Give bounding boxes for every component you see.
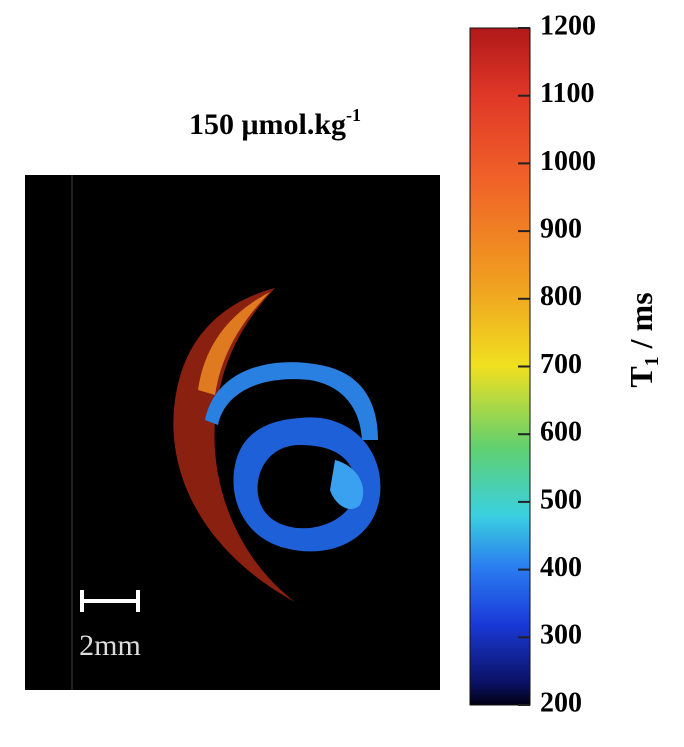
tick-label: 900: [540, 214, 582, 245]
scale-bar: [80, 590, 140, 612]
tissue-highlight: [198, 292, 270, 395]
tick-label: 600: [540, 417, 582, 448]
tissue-ventricle: [233, 417, 381, 552]
title: 150 μmol.kg-1: [189, 105, 361, 141]
tick-label: 1100: [540, 78, 594, 109]
label-suffix: / ms: [623, 292, 659, 356]
tick-label: 1200: [540, 10, 596, 41]
tick-label: 300: [540, 620, 582, 651]
tick-label: 500: [540, 484, 582, 515]
tick-label: 200: [540, 687, 582, 718]
label-subscript: 1: [641, 356, 663, 366]
tick-label: 800: [540, 281, 582, 312]
title-superscript: -1: [346, 105, 361, 125]
tick-label: 700: [540, 349, 582, 380]
colorbar-label: T1 / ms: [623, 292, 662, 387]
tissue-ring: [205, 362, 378, 440]
label-text: T: [623, 366, 659, 387]
tissue-detail: [330, 460, 364, 510]
title-text: 150 μmol.kg: [189, 108, 346, 141]
tick-label: 1000: [540, 146, 596, 177]
scale-bar-label: 2mm: [79, 629, 141, 662]
tick-label: 400: [540, 552, 582, 583]
